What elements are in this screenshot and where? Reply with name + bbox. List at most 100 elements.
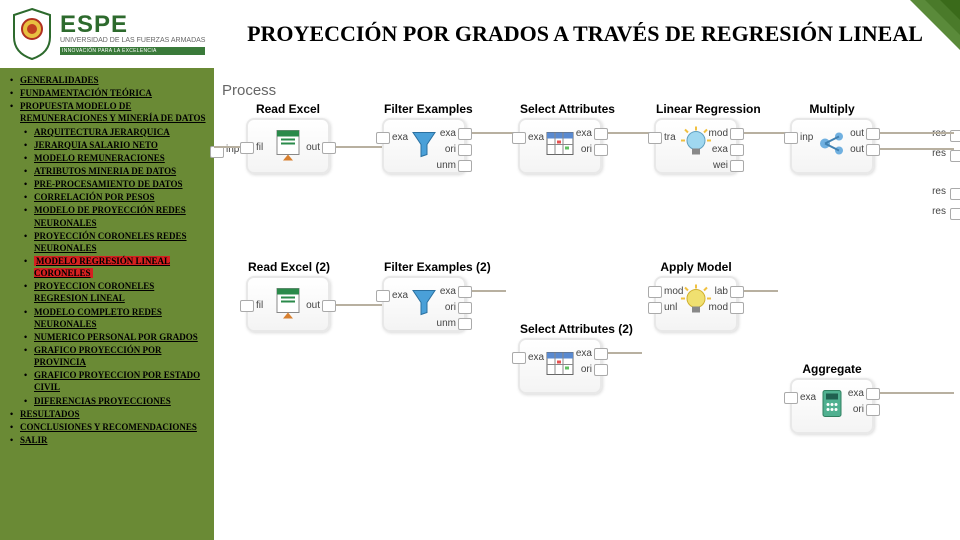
port <box>730 128 744 140</box>
port <box>648 132 662 144</box>
port <box>730 302 744 314</box>
port-label: exa <box>392 290 408 301</box>
excel-icon <box>271 127 305 166</box>
port <box>376 132 390 144</box>
sidebar-item[interactable]: GRAFICO PROYECCION POR ESTADO CIVIL <box>24 369 210 393</box>
operator-read2[interactable]: Read Excel (2)filout <box>246 276 330 332</box>
port <box>594 128 608 140</box>
sidebar-item[interactable]: ARQUITECTURA JERARQUICA <box>24 126 210 138</box>
port <box>322 142 336 154</box>
port-label: exa <box>712 144 728 155</box>
port-label: exa <box>848 388 864 399</box>
wire <box>738 132 790 134</box>
port-label: res <box>932 206 946 217</box>
port-label: unm <box>437 318 456 329</box>
page-title: PROYECCIÓN POR GRADOS A TRAVÉS DE REGRES… <box>220 21 950 47</box>
sidebar-item[interactable]: ATRIBUTOS MINERIA DE DATOS <box>24 165 210 177</box>
port <box>240 142 254 154</box>
port <box>512 352 526 364</box>
sidebar-item[interactable]: PROYECCION CORONELES REGRESION LINEAL <box>24 280 210 304</box>
port-label: mod <box>709 128 728 139</box>
logo-sub: UNIVERSIDAD DE LAS FUERZAS ARMADAS <box>60 37 205 45</box>
port <box>730 144 744 156</box>
wire <box>466 132 518 134</box>
sidebar-item[interactable]: JERARQUIA SALARIO NETO <box>24 139 210 151</box>
port <box>594 348 608 360</box>
sidebar-item[interactable]: PROYECCIÓN CORONELES REDES NEURONALES <box>24 230 210 254</box>
port-label: unl <box>664 302 677 313</box>
port <box>866 404 880 416</box>
port <box>458 318 472 330</box>
port <box>784 132 798 144</box>
port-label: mod <box>709 302 728 313</box>
port-label: out <box>850 128 864 139</box>
sidebar-item[interactable]: MODELO DE PROYECCIÓN REDES NEURONALES <box>24 204 210 228</box>
header: ESPE UNIVERSIDAD DE LAS FUERZAS ARMADAS … <box>0 0 960 68</box>
operator-mult[interactable]: Multiplyinpoutout <box>790 118 874 174</box>
port-label: exa <box>440 128 456 139</box>
port-label: exa <box>440 286 456 297</box>
port-label: fil <box>256 142 263 153</box>
wire <box>738 290 778 292</box>
port-label: ori <box>581 144 592 155</box>
port-label: out <box>306 142 320 153</box>
operator-title: Filter Examples <box>384 102 464 116</box>
port <box>866 388 880 400</box>
port-label: mod <box>664 286 683 297</box>
port-label: exa <box>800 392 816 403</box>
port <box>866 144 880 156</box>
operator-sel2[interactable]: Select Attributes (2)exaexaori <box>518 338 602 394</box>
port <box>458 160 472 172</box>
operator-title: Select Attributes <box>520 102 600 116</box>
port-label: out <box>850 144 864 155</box>
corner-decoration <box>880 0 960 70</box>
sidebar-item[interactable]: MODELO REGRESIÓN LINEAL CORONELES <box>24 255 210 279</box>
port-label: exa <box>528 132 544 143</box>
table-icon <box>543 127 577 166</box>
port <box>594 364 608 376</box>
sidebar-item[interactable]: CORRELACIÓN POR PESOS <box>24 191 210 203</box>
port-label: res <box>932 186 946 197</box>
port <box>784 392 798 404</box>
sidebar-item[interactable]: PROPUESTA MODELO DE REMUNERACIONES Y MIN… <box>10 100 210 124</box>
port <box>730 160 744 172</box>
operator-sel1[interactable]: Select Attributesexaexaori <box>518 118 602 174</box>
operator-read1[interactable]: Read Excelfilout <box>246 118 330 174</box>
port <box>458 286 472 298</box>
sidebar-item[interactable]: PRE-PROCESAMIENTO DE DATOS <box>24 178 210 190</box>
port-label: fil <box>256 300 263 311</box>
port-label: out <box>306 300 320 311</box>
wire <box>874 132 954 134</box>
operator-apply[interactable]: Apply Modelmodunllabmod <box>654 276 738 332</box>
sidebar-item[interactable]: NUMERICO PERSONAL POR GRADOS <box>24 331 210 343</box>
operator-title: Read Excel (2) <box>248 260 328 274</box>
operator-filt2[interactable]: Filter Examples (2)exaexaoriunm <box>382 276 466 332</box>
mult-icon <box>815 127 849 166</box>
sidebar-item[interactable]: MODELO REMUNERACIONES <box>24 152 210 164</box>
operator-title: Multiply <box>792 102 872 116</box>
port <box>512 132 526 144</box>
sidebar-item[interactable]: FUNDAMENTACIÓN TEÓRICA <box>10 87 210 99</box>
diagram-canvas: Process inpresresresresRead ExcelfiloutF… <box>214 68 960 540</box>
operator-title: Read Excel <box>248 102 328 116</box>
wire <box>602 352 642 354</box>
sidebar-item[interactable]: RESULTADOS <box>10 408 210 420</box>
logo-badge <box>10 7 54 61</box>
sidebar-item[interactable]: CONCLUSIONES Y RECOMENDACIONES <box>10 421 210 433</box>
sidebar-item[interactable]: GENERALIDADES <box>10 74 210 86</box>
sidebar-item[interactable]: GRAFICO PROYECCIÓN POR PROVINCIA <box>24 344 210 368</box>
port-label: ori <box>445 302 456 313</box>
port <box>594 144 608 156</box>
port <box>648 302 662 314</box>
sidebar-item[interactable]: SALIR <box>10 434 210 446</box>
operator-filt1[interactable]: Filter Examplesexaexaoriunm <box>382 118 466 174</box>
port <box>458 128 472 140</box>
logo-name: ESPE <box>60 13 205 37</box>
sidebar-item[interactable]: DIFERENCIAS PROYECCIONES <box>24 395 210 407</box>
port-label: exa <box>576 348 592 359</box>
operator-agg[interactable]: Aggregateexaexaori <box>790 378 874 434</box>
logo-area: ESPE UNIVERSIDAD DE LAS FUERZAS ARMADAS … <box>10 7 220 61</box>
sidebar-item[interactable]: MODELO COMPLETO REDES NEURONALES <box>24 306 210 330</box>
operator-lin[interactable]: Linear Regressiontramodexawei <box>654 118 738 174</box>
wire <box>602 132 654 134</box>
